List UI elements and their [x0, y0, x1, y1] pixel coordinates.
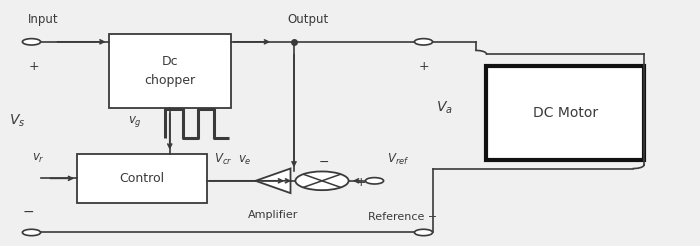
Circle shape: [295, 171, 349, 190]
Text: +: +: [356, 176, 366, 188]
Circle shape: [414, 229, 433, 236]
FancyBboxPatch shape: [108, 34, 231, 108]
Text: Dc: Dc: [162, 55, 178, 67]
Circle shape: [365, 178, 384, 184]
Text: Input: Input: [28, 13, 59, 26]
Text: Reference −: Reference −: [368, 212, 437, 222]
Text: Amplifier: Amplifier: [248, 210, 298, 220]
Text: $V_s$: $V_s$: [9, 112, 26, 129]
Text: +: +: [418, 60, 429, 73]
Text: $v_e$: $v_e$: [238, 154, 252, 167]
Circle shape: [22, 39, 41, 45]
Text: Control: Control: [119, 172, 164, 185]
Text: $v_g$: $v_g$: [128, 114, 141, 129]
Text: −: −: [22, 205, 34, 219]
Text: $V_a$: $V_a$: [436, 100, 453, 116]
Circle shape: [414, 39, 433, 45]
Text: −: −: [319, 156, 330, 169]
Text: DC Motor: DC Motor: [533, 106, 598, 120]
Text: $v_r$: $v_r$: [32, 152, 45, 165]
Polygon shape: [256, 169, 290, 193]
FancyBboxPatch shape: [486, 66, 644, 160]
Text: chopper: chopper: [144, 74, 195, 87]
Text: Output: Output: [287, 13, 328, 26]
Text: +: +: [28, 60, 39, 73]
Circle shape: [22, 229, 41, 236]
Text: $V_{ref}$: $V_{ref}$: [387, 152, 409, 167]
FancyBboxPatch shape: [77, 154, 206, 203]
Text: $V_{cr}$: $V_{cr}$: [214, 152, 232, 167]
